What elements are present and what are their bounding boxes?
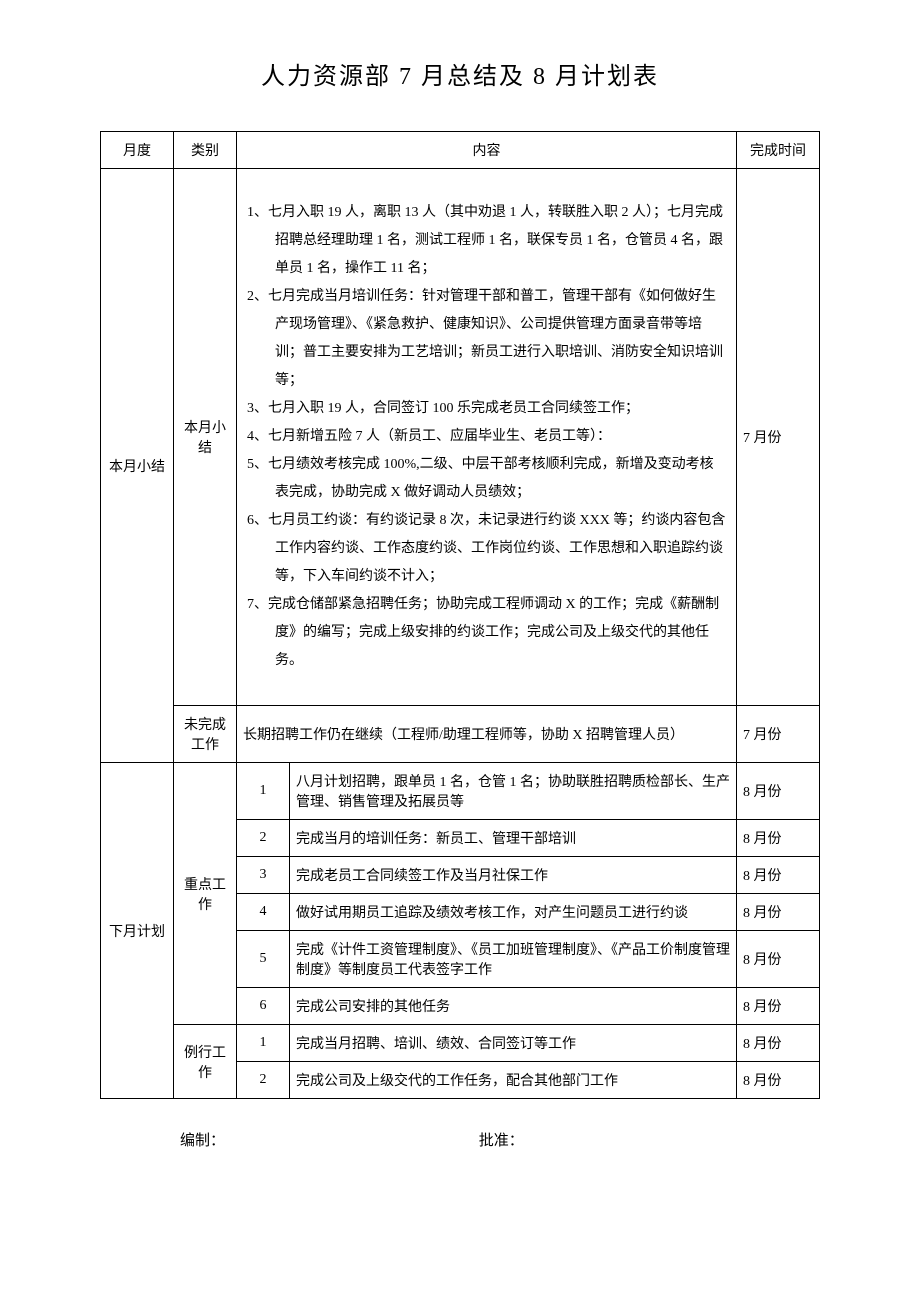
- header-month: 月度: [101, 132, 174, 169]
- task-content: 做好试用期员工追踪及绩效考核工作，对产生问题员工进行约谈: [290, 894, 737, 931]
- task-num: 5: [237, 931, 290, 988]
- category-summary: 本月小结: [174, 169, 237, 706]
- table-row: 本月小结 本月小结 1、七月入职 19 人，离职 13 人（其中劝退 1 人，转…: [101, 169, 820, 706]
- table-row: 下月计划 重点工作 1 八月计划招聘，跟单员 1 名，仓管 1 名；协助联胜招聘…: [101, 763, 820, 820]
- footer: 编制： 批准：: [100, 1129, 820, 1150]
- task-content: 完成老员工合同续签工作及当月社保工作: [290, 857, 737, 894]
- task-num: 1: [237, 763, 290, 820]
- task-content: 完成当月的培训任务：新员工、管理干部培训: [290, 820, 737, 857]
- task-time: 8 月份: [737, 1025, 820, 1062]
- task-num: 2: [237, 1062, 290, 1099]
- task-time: 8 月份: [737, 820, 820, 857]
- task-num: 2: [237, 820, 290, 857]
- task-time: 8 月份: [737, 931, 820, 988]
- category-incomplete: 未完成工作: [174, 706, 237, 763]
- task-content: 完成公司安排的其他任务: [290, 988, 737, 1025]
- task-num: 6: [237, 988, 290, 1025]
- summary-item: 5、七月绩效考核完成 100%,二级、中层干部考核顺利完成，新增及变动考核表完成…: [247, 451, 726, 507]
- summary-plan-table: 月度 类别 内容 完成时间 本月小结 本月小结 1、七月入职 19 人，离职 1…: [100, 131, 820, 1099]
- task-time: 8 月份: [737, 1062, 820, 1099]
- summary-item: 7、完成仓储部紧急招聘任务；协助完成工程师调动 X 的工作；完成《薪酬制度》的编…: [247, 591, 726, 675]
- task-time: 8 月份: [737, 857, 820, 894]
- task-time: 8 月份: [737, 894, 820, 931]
- summary-item: 4、七月新增五险 7 人（新员工、应届毕业生、老员工等）：: [247, 423, 726, 451]
- incomplete-time: 7 月份: [737, 706, 820, 763]
- summary-content-cell: 1、七月入职 19 人，离职 13 人（其中劝退 1 人，转联胜入职 2 人）；…: [237, 169, 737, 706]
- table-header-row: 月度 类别 内容 完成时间: [101, 132, 820, 169]
- task-content: 完成《计件工资管理制度》、《员工加班管理制度》、《产品工价制度管理制度》等制度员…: [290, 931, 737, 988]
- month-plan-label: 下月计划: [101, 763, 174, 1099]
- task-time: 8 月份: [737, 988, 820, 1025]
- task-content: 八月计划招聘，跟单员 1 名，仓管 1 名；协助联胜招聘质检部长、生产管理、销售…: [290, 763, 737, 820]
- header-category: 类别: [174, 132, 237, 169]
- header-content: 内容: [237, 132, 737, 169]
- task-content: 完成当月招聘、培训、绩效、合同签订等工作: [290, 1025, 737, 1062]
- table-row: 例行工作 1 完成当月招聘、培训、绩效、合同签订等工作 8 月份: [101, 1025, 820, 1062]
- task-num: 3: [237, 857, 290, 894]
- table-row: 未完成工作 长期招聘工作仍在继续（工程师/助理工程师等，协助 X 招聘管理人员）…: [101, 706, 820, 763]
- header-time: 完成时间: [737, 132, 820, 169]
- summary-item: 6、七月员工约谈：有约谈记录 8 次，未记录进行约谈 XXX 等；约谈内容包含工…: [247, 507, 726, 591]
- summary-item: 3、七月入职 19 人，合同签订 100 乐完成老员工合同续签工作；: [247, 395, 726, 423]
- prepared-by-label: 编制：: [180, 1129, 225, 1150]
- month-summary-label: 本月小结: [101, 169, 174, 763]
- approved-by-label: 批准：: [479, 1129, 524, 1150]
- summary-time: 7 月份: [737, 169, 820, 706]
- page-title: 人力资源部 7 月总结及 8 月计划表: [100, 56, 820, 91]
- task-content: 完成公司及上级交代的工作任务，配合其他部门工作: [290, 1062, 737, 1099]
- category-routine-tasks: 例行工作: [174, 1025, 237, 1099]
- summary-item: 2、七月完成当月培训任务：针对管理干部和普工，管理干部有《如何做好生产现场管理》…: [247, 283, 726, 395]
- category-key-tasks: 重点工作: [174, 763, 237, 1025]
- summary-item: 1、七月入职 19 人，离职 13 人（其中劝退 1 人，转联胜入职 2 人）；…: [247, 199, 726, 283]
- task-num: 1: [237, 1025, 290, 1062]
- incomplete-content: 长期招聘工作仍在继续（工程师/助理工程师等，协助 X 招聘管理人员）: [237, 706, 737, 763]
- task-time: 8 月份: [737, 763, 820, 820]
- task-num: 4: [237, 894, 290, 931]
